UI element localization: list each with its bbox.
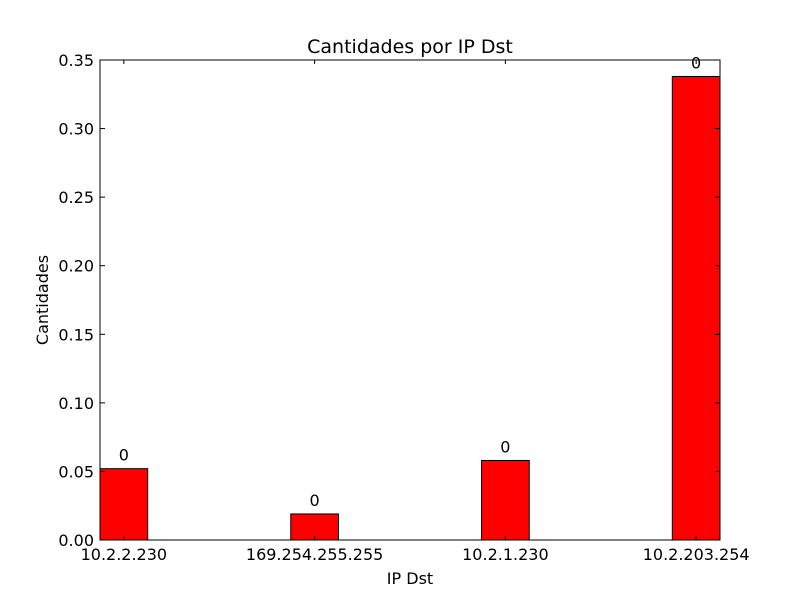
x-tick-label: 10.2.203.254 [643,545,750,564]
bars-layer [99,75,721,541]
chart-title: Cantidades por IP Dst [307,36,513,58]
x-tick-label: 10.2.1.230 [462,545,549,564]
x-axis-title: IP Dst [387,569,433,588]
y-tick-label: 0.35 [58,51,94,70]
labels-layer: 0 10.2.2.230 0 169.254.255.255 0 10.2.1.230 0 1… [58,51,749,564]
y-axis-title: Cantidades [33,255,52,345]
bar [99,468,149,541]
data-label: 0 [119,446,129,465]
bar [481,459,530,541]
x-tick-label: 169.254.255.255 [246,545,383,564]
data-label: 0 [310,491,320,510]
y-tick-label: 0.15 [58,325,94,344]
x-tick-label: 10.2.2.230 [81,545,168,564]
y-tick-label: 0.05 [58,462,94,481]
plot-frame [99,59,721,541]
y-tick-label: 0.30 [58,120,94,139]
bar [671,75,721,541]
y-tick-label: 0.10 [58,394,94,413]
data-label: 0 [500,437,510,456]
ticks-layer [100,59,720,541]
y-tick-label: 0.20 [58,257,94,276]
data-label: 0 [691,53,701,72]
bar [290,513,339,541]
y-tick-label: 0.25 [58,188,94,207]
y-tick-label: 0.00 [58,531,94,550]
